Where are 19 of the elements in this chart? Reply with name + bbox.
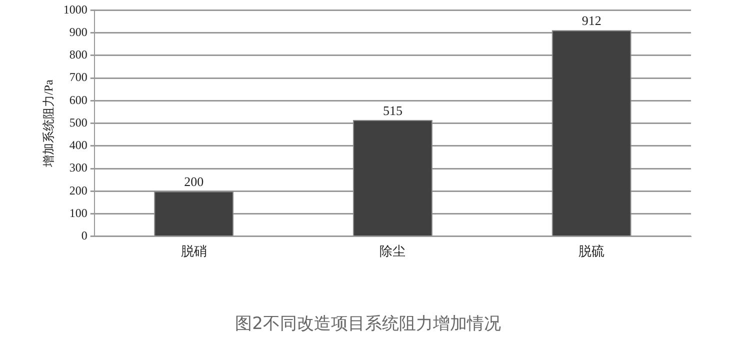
y-tick-label: 200 — [69, 183, 88, 198]
y-axis-title: 增加系统阻力/Pa — [41, 78, 56, 168]
data-label: 912 — [582, 13, 602, 28]
x-tick-label: 除尘 — [380, 244, 406, 259]
y-tick-label: 0 — [81, 228, 88, 243]
y-tick-label: 500 — [69, 115, 88, 130]
y-tick-label: 700 — [69, 70, 88, 84]
data-label: 200 — [184, 174, 204, 190]
y-tick-label: 600 — [69, 92, 88, 107]
x-tick-label: 脱硝 — [180, 244, 207, 259]
y-tick-label: 300 — [69, 160, 88, 175]
y-tick-label: 400 — [69, 138, 88, 152]
x-tick-label: 脱硫 — [578, 244, 605, 259]
text: 图2不同改造项目系统阻力增加情况 — [234, 313, 502, 335]
y-tick-label: 900 — [69, 24, 88, 39]
y-tick-label: 100 — [69, 206, 88, 220]
y-tick-label: 1000 — [63, 2, 88, 16]
y-tick-label: 800 — [69, 48, 88, 62]
data-label: 515 — [382, 102, 402, 118]
